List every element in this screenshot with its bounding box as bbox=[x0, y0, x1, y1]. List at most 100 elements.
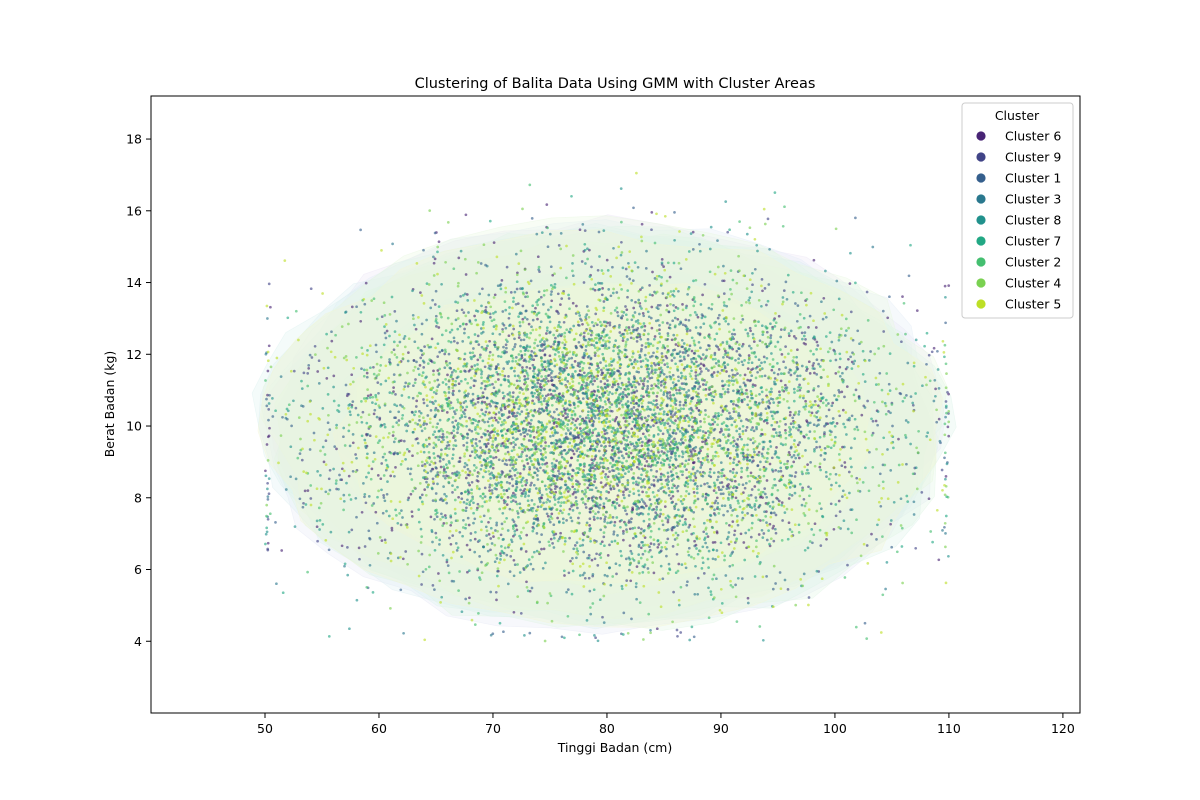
data-point bbox=[714, 558, 717, 561]
data-point bbox=[557, 521, 561, 524]
data-point bbox=[551, 542, 554, 545]
data-point bbox=[761, 289, 764, 293]
data-point bbox=[635, 370, 639, 374]
data-point bbox=[431, 477, 435, 481]
data-point bbox=[587, 576, 591, 580]
data-point bbox=[504, 343, 508, 347]
data-point bbox=[483, 495, 487, 498]
data-point bbox=[650, 555, 654, 559]
data-point bbox=[317, 359, 321, 363]
data-point bbox=[442, 438, 445, 442]
data-point bbox=[711, 557, 715, 561]
data-point bbox=[944, 321, 947, 325]
data-point bbox=[455, 549, 459, 552]
data-point bbox=[940, 468, 944, 472]
data-point bbox=[876, 410, 880, 413]
data-point bbox=[690, 438, 694, 442]
data-point bbox=[617, 355, 621, 359]
data-point bbox=[499, 552, 502, 555]
data-point bbox=[471, 392, 475, 396]
data-point bbox=[707, 369, 710, 372]
data-point bbox=[481, 391, 485, 395]
data-point bbox=[622, 538, 625, 542]
data-point bbox=[406, 384, 410, 388]
data-point bbox=[695, 491, 699, 495]
data-point bbox=[316, 470, 319, 473]
data-point bbox=[354, 496, 358, 500]
data-point bbox=[674, 419, 677, 422]
data-point bbox=[806, 463, 809, 466]
data-point bbox=[712, 371, 716, 374]
data-point bbox=[464, 399, 468, 403]
data-point bbox=[646, 370, 650, 374]
data-point bbox=[607, 288, 611, 291]
data-point bbox=[753, 450, 756, 454]
data-point bbox=[691, 428, 694, 431]
data-point bbox=[392, 340, 396, 344]
data-point bbox=[768, 522, 772, 526]
data-point bbox=[489, 404, 492, 408]
data-point bbox=[750, 374, 754, 378]
data-point bbox=[519, 488, 522, 492]
data-point bbox=[669, 470, 673, 473]
data-point bbox=[585, 403, 589, 406]
data-point bbox=[876, 523, 879, 527]
data-point bbox=[676, 317, 680, 321]
data-point bbox=[480, 408, 484, 412]
data-point bbox=[471, 495, 474, 499]
data-point bbox=[775, 446, 778, 449]
data-point bbox=[422, 450, 426, 454]
data-point bbox=[578, 369, 582, 373]
data-point bbox=[697, 451, 701, 455]
data-point bbox=[506, 450, 510, 454]
data-point bbox=[555, 485, 559, 489]
data-point bbox=[589, 539, 592, 543]
data-point bbox=[680, 441, 684, 444]
data-point bbox=[637, 298, 641, 302]
data-point bbox=[660, 369, 664, 372]
data-point bbox=[938, 439, 942, 443]
data-point bbox=[641, 432, 645, 436]
data-point bbox=[944, 415, 947, 419]
data-point bbox=[656, 319, 660, 322]
data-point bbox=[410, 510, 414, 514]
data-point bbox=[641, 512, 645, 516]
data-point bbox=[580, 260, 584, 263]
data-point bbox=[667, 487, 671, 490]
data-point bbox=[465, 506, 468, 510]
data-point bbox=[526, 414, 530, 418]
data-point bbox=[554, 438, 558, 442]
data-point bbox=[934, 394, 937, 398]
data-point bbox=[578, 314, 582, 317]
data-point bbox=[757, 413, 761, 417]
data-point bbox=[936, 368, 940, 371]
data-point bbox=[682, 355, 686, 359]
data-point bbox=[760, 452, 764, 456]
data-point bbox=[528, 467, 532, 471]
data-point bbox=[485, 396, 489, 400]
data-point bbox=[562, 437, 566, 441]
data-point bbox=[436, 482, 439, 486]
data-point bbox=[530, 499, 534, 502]
data-point bbox=[502, 396, 505, 400]
data-point bbox=[749, 535, 753, 539]
data-point bbox=[815, 340, 819, 344]
data-point bbox=[493, 293, 497, 297]
data-point bbox=[531, 386, 534, 389]
data-point bbox=[673, 525, 676, 529]
data-point bbox=[750, 396, 753, 400]
data-point bbox=[630, 517, 633, 521]
data-point bbox=[434, 392, 438, 395]
data-point bbox=[604, 473, 608, 476]
data-point bbox=[531, 363, 535, 367]
data-point bbox=[617, 504, 621, 507]
data-point bbox=[622, 493, 625, 497]
data-point bbox=[422, 398, 425, 401]
data-point bbox=[387, 514, 391, 518]
data-point bbox=[640, 365, 643, 369]
data-point bbox=[624, 557, 628, 561]
data-point bbox=[266, 487, 269, 491]
data-point bbox=[620, 554, 623, 558]
data-point bbox=[441, 553, 445, 557]
data-point bbox=[443, 366, 447, 370]
